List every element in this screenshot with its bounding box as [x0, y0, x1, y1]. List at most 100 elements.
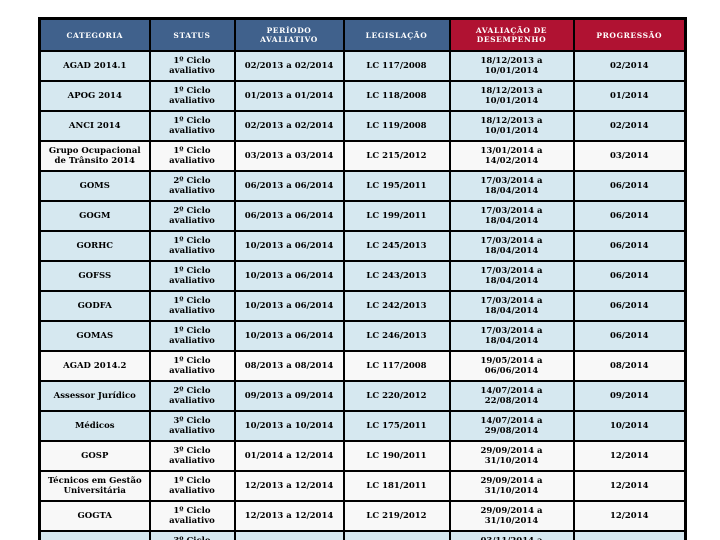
- table-cell-categoria: AGAD 2014.1: [38, 50, 151, 82]
- table-cell-progressao: 03/2014: [572, 140, 687, 172]
- table-cell-progressao: 02/2014: [572, 110, 687, 142]
- table-cell-status: 1º Ciclo avaliativo: [148, 350, 236, 382]
- table-cell-periodo-avaliativo: 10/2013 a 06/2014: [233, 230, 345, 262]
- table-cell-progressao: 12/2014: [572, 440, 687, 472]
- table-cell-progressao: 09/2014: [572, 380, 687, 412]
- table-cell-periodo-avaliativo: 10/2013 a 10/2014: [233, 410, 345, 442]
- table-cell-legislacao: LC 117/2008: [342, 50, 451, 82]
- table-row: GOGTA 1º Ciclo avaliativo 12/2013 a 12/201…: [38, 500, 687, 532]
- table-cell-categoria: Técnicos em Gestão Universitária: [38, 470, 151, 502]
- column-header-legislacao: LEGISLAÇÃO: [342, 17, 451, 52]
- table-cell-avaliacao-de-desempenho: 29/09/2014 a 31/10/2014: [448, 440, 575, 472]
- table-cell-status: 1º Ciclo avaliativo: [148, 50, 236, 82]
- table-header-row: CATEGORIA STATUS PERÍODO AVALIATIVO LEGISLA…: [38, 17, 687, 52]
- table-cell-categoria: GOFSS: [38, 260, 151, 292]
- table-cell-categoria: GOGP/ GOAF: [38, 530, 151, 540]
- table-cell-progressao: 10/2014: [572, 410, 687, 442]
- evaluation-table: CATEGORIA STATUS PERÍODO AVALIATIVO LEGISLA…: [38, 17, 687, 540]
- table-cell-avaliacao-de-desempenho: 29/09/2014 a 31/10/2014: [448, 470, 575, 502]
- table-cell-legislacao: LC 118/2008: [342, 80, 451, 112]
- table-cell-avaliacao-de-desempenho: 17/03/2014 a 18/04/2014: [448, 320, 575, 352]
- table-cell-avaliacao-de-desempenho: 17/03/2014 a 18/04/2014: [448, 170, 575, 202]
- table-cell-status: 1º Ciclo avaliativo: [148, 290, 236, 322]
- table-cell-progressao: 06/2014: [572, 230, 687, 262]
- table-cell-status: 2º Ciclo avaliativo: [148, 170, 236, 202]
- table-row: GOMAS 1º Ciclo avaliativo 10/2013 a 06/201…: [38, 320, 687, 352]
- table-cell-legislacao: LC 199/2011: [342, 200, 451, 232]
- table-cell-periodo-avaliativo: 10/2013 a 06/2014: [233, 290, 345, 322]
- table-cell-periodo-avaliativo: 12/2013 a 12/2014: [233, 500, 345, 532]
- table-cell-status: 1º Ciclo avaliativo: [148, 260, 236, 292]
- table-cell-legislacao: LC 117/2008: [342, 350, 451, 382]
- table-cell-periodo-avaliativo: 01/2013 a 01/2014: [233, 80, 345, 112]
- table-cell-periodo-avaliativo: 12/2013 a 12/2014: [233, 470, 345, 502]
- table-row: Grupo Ocupacional de Trânsito 2014 1º Cic…: [38, 140, 687, 172]
- table-cell-progressao: 06/2014: [572, 170, 687, 202]
- table-cell-periodo-avaliativo: 01/2014 a 01/2015: [233, 530, 345, 540]
- table-cell-categoria: Assessor Jurídico: [38, 380, 151, 412]
- table-cell-progressao: 01/2015: [572, 530, 687, 540]
- table-cell-status: 1º Ciclo avaliativo: [148, 500, 236, 532]
- table-cell-categoria: GOMAS: [38, 320, 151, 352]
- table-cell-status: 3º Ciclo avaliativo: [148, 530, 236, 540]
- table-row: GOFSS 1º Ciclo avaliativo 10/2013 a 06/201…: [38, 260, 687, 292]
- table-cell-periodo-avaliativo: 10/2013 a 06/2014: [233, 260, 345, 292]
- table-cell-status: 1º Ciclo avaliativo: [148, 80, 236, 112]
- table-cell-categoria: AGAD 2014.2: [38, 350, 151, 382]
- table-row: ANCI 2014 1º Ciclo avaliativo 02/2013 a 02…: [38, 110, 687, 142]
- table-cell-categoria: Médicos: [38, 410, 151, 442]
- table-cell-avaliacao-de-desempenho: 18/12/2013 a 10/01/2014: [448, 80, 575, 112]
- table-row: APOG 2014 1º Ciclo avaliativo 01/2013 a 01…: [38, 80, 687, 112]
- table-cell-categoria: GOSP: [38, 440, 151, 472]
- table-cell-progressao: 08/2014: [572, 350, 687, 382]
- table-cell-periodo-avaliativo: 08/2013 a 08/2014: [233, 350, 345, 382]
- table-cell-progressao: 06/2014: [572, 290, 687, 322]
- table-cell-avaliacao-de-desempenho: 03/11/2014 a 19/12/2014: [448, 530, 575, 540]
- table-cell-avaliacao-de-desempenho: 18/12/2013 a 10/01/2014: [448, 110, 575, 142]
- table-cell-categoria: GORHC: [38, 230, 151, 262]
- table-cell-periodo-avaliativo: 10/2013 a 06/2014: [233, 320, 345, 352]
- column-header-avaliacao-de-desempenho: AVALIAÇÃO DE DESEMPENHO: [448, 17, 575, 52]
- table-cell-status: 1º Ciclo avaliativo: [148, 110, 236, 142]
- table-cell-progressao: 06/2014: [572, 320, 687, 352]
- table-cell-categoria: GODFA: [38, 290, 151, 322]
- table-row: GOSP 3º Ciclo avaliativo 01/2014 a 12/2014…: [38, 440, 687, 472]
- table-cell-legislacao: LC 195/2011: [342, 170, 451, 202]
- column-header-periodo-avaliativo: PERÍODO AVALIATIVO: [233, 17, 345, 52]
- table-row: AGAD 2014.2 1º Ciclo avaliativo 08/2013 a …: [38, 350, 687, 382]
- table-cell-legislacao: LC 215/2012: [342, 140, 451, 172]
- table-cell-periodo-avaliativo: 06/2013 a 06/2014: [233, 170, 345, 202]
- table-cell-avaliacao-de-desempenho: 14/07/2014 a 22/08/2014: [448, 380, 575, 412]
- table-cell-avaliacao-de-desempenho: 14/07/2014 a 29/08/2014: [448, 410, 575, 442]
- table-cell-status: 2º Ciclo avaliativo: [148, 200, 236, 232]
- table-cell-periodo-avaliativo: 02/2013 a 02/2014: [233, 50, 345, 82]
- table-row: GODFA 1º Ciclo avaliativo 10/2013 a 06/201…: [38, 290, 687, 322]
- table-cell-avaliacao-de-desempenho: 18/12/2013 a 10/01/2014: [448, 50, 575, 82]
- table-cell-progressao: 02/2014: [572, 50, 687, 82]
- table-row: GOGM 2º Ciclo avaliativo 06/2013 a 06/2014…: [38, 200, 687, 232]
- column-header-progressao: PROGRESSÃO: [572, 17, 687, 52]
- table-cell-categoria: APOG 2014: [38, 80, 151, 112]
- evaluation-table-container: CATEGORIA STATUS PERÍODO AVALIATIVO LEGISLA…: [38, 17, 687, 540]
- table-cell-legislacao: LC 219/2012: [342, 500, 451, 532]
- table-cell-status: 1º Ciclo avaliativo: [148, 230, 236, 262]
- column-header-status: STATUS: [148, 17, 236, 52]
- table-cell-status: 3º Ciclo avaliativo: [148, 440, 236, 472]
- table-row: Médicos 3º Ciclo avaliativo 10/2013 a 10/2…: [38, 410, 687, 442]
- table-cell-legislacao: LC 245/2013: [342, 230, 451, 262]
- table-cell-periodo-avaliativo: 09/2013 a 09/2014: [233, 380, 345, 412]
- table-cell-avaliacao-de-desempenho: 17/03/2014 a 18/04/2014: [448, 200, 575, 232]
- table-cell-periodo-avaliativo: 03/2013 a 03/2014: [233, 140, 345, 172]
- table-body: AGAD 2014.1 1º Ciclo avaliativo 02/2013 a …: [38, 50, 687, 540]
- table-cell-legislacao: LC 243/2013: [342, 260, 451, 292]
- table-cell-legislacao: LC 119/2008: [342, 110, 451, 142]
- table-cell-legislacao: LC 242/2013: [342, 290, 451, 322]
- table-cell-progressao: 01/2014: [572, 80, 687, 112]
- table-cell-status: 2º Ciclo avaliativo: [148, 380, 236, 412]
- table-cell-legislacao: LC 246/2013: [342, 320, 451, 352]
- table-header: CATEGORIA STATUS PERÍODO AVALIATIVO LEGISLA…: [38, 17, 687, 52]
- table-cell-status: 3º Ciclo avaliativo: [148, 410, 236, 442]
- table-cell-legislacao: LC 175/2011: [342, 410, 451, 442]
